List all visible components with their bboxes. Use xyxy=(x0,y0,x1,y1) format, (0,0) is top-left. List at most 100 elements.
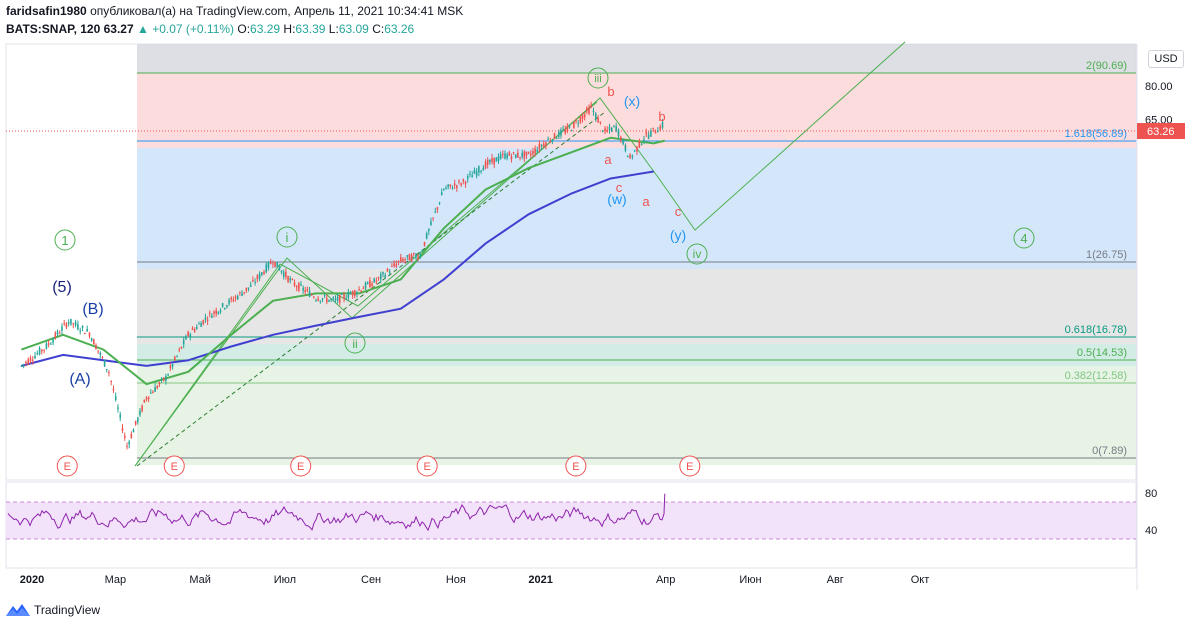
candle-body xyxy=(659,126,661,130)
candle-body xyxy=(258,273,261,279)
candle-body xyxy=(453,183,456,186)
wave-label-5: (5) xyxy=(52,279,72,296)
candle-body xyxy=(119,414,122,418)
candle-body xyxy=(447,184,449,187)
candle-body xyxy=(215,310,217,314)
candle-body xyxy=(415,255,417,258)
author-name[interactable]: faridsafin1980 xyxy=(6,4,87,18)
fib-label-2: 1(26.75) xyxy=(1086,249,1127,261)
candle-body xyxy=(228,299,230,304)
close-label: C: xyxy=(372,22,385,36)
price-candles xyxy=(20,101,664,450)
earnings-marker[interactable] xyxy=(163,455,185,477)
candle-body xyxy=(495,157,498,162)
candle-body xyxy=(321,298,324,300)
candle-body xyxy=(79,330,82,332)
candle-body xyxy=(482,167,485,171)
candle-body xyxy=(29,357,32,362)
candle-body xyxy=(594,113,597,120)
earnings-marker[interactable] xyxy=(679,455,701,477)
earnings-marker[interactable] xyxy=(565,455,587,477)
candle-body xyxy=(402,258,404,262)
candle-body xyxy=(373,278,376,283)
candle-body xyxy=(654,132,657,134)
candle-body xyxy=(393,263,395,267)
candle-body xyxy=(377,277,380,279)
candle-body xyxy=(36,353,39,355)
candle-body xyxy=(149,392,152,394)
candle-body xyxy=(469,173,471,175)
tradingview-logo[interactable]: TradingView xyxy=(6,603,100,617)
earnings-marker[interactable] xyxy=(416,455,438,477)
candle-body xyxy=(564,129,567,133)
candle-body xyxy=(458,180,460,182)
candle-body xyxy=(606,130,609,132)
candle-body xyxy=(236,296,239,300)
candle-body xyxy=(466,176,469,179)
candle-body xyxy=(620,136,622,141)
candle-body xyxy=(261,272,263,275)
candle-body xyxy=(285,271,287,277)
candle-body xyxy=(63,322,65,324)
candle-body xyxy=(560,129,562,136)
price-chart[interactable]: 2(90.69) 1.618(56.89) 1(26.75) 0.618(16.78)… xyxy=(0,0,1200,600)
low-label: L: xyxy=(328,22,339,36)
price-change: ▲ +0.07 (+0.11%) xyxy=(136,22,235,36)
time-tick: Ноя xyxy=(446,574,466,586)
earnings-marker-label: E xyxy=(572,461,579,473)
candle-body xyxy=(638,140,641,148)
candle-body xyxy=(130,433,133,439)
candle-body xyxy=(99,352,102,355)
candle-body xyxy=(105,369,108,371)
candle-body xyxy=(440,192,443,196)
wave-circle-4 xyxy=(1013,227,1035,249)
candle-body xyxy=(97,350,99,352)
candle-body xyxy=(562,129,564,131)
candle-body xyxy=(336,296,339,301)
candle-body xyxy=(232,299,235,302)
candle-body xyxy=(570,130,573,132)
candle-body xyxy=(145,397,148,400)
candle-body xyxy=(90,338,93,341)
candle-body xyxy=(353,290,356,296)
candle-body xyxy=(143,399,146,403)
candle-body xyxy=(223,308,226,310)
candle-body xyxy=(421,250,424,252)
candle-body xyxy=(86,328,88,332)
candle-body xyxy=(341,293,343,295)
time-tick: Июн xyxy=(739,574,761,586)
candle-body xyxy=(650,130,652,137)
fib-label-4: 0.5(14.53) xyxy=(1077,347,1127,359)
earnings-marker[interactable] xyxy=(56,455,78,477)
time-axis[interactable]: 2020 Мар Май Июл Сен Ноя 2021 Апр Июн Авг Окт xyxy=(20,574,930,586)
earnings-marker-label: E xyxy=(171,461,178,473)
candle-body xyxy=(70,318,72,325)
candle-body xyxy=(154,386,156,392)
earnings-marker[interactable] xyxy=(290,455,312,477)
candle-body xyxy=(252,279,254,282)
candle-body xyxy=(162,377,165,381)
candle-body xyxy=(195,326,198,329)
candle-body xyxy=(326,298,328,303)
candle-body xyxy=(332,297,335,299)
candle-body xyxy=(406,255,409,257)
candle-body xyxy=(334,298,337,301)
wave-circle-iii xyxy=(587,67,609,89)
candle-body xyxy=(178,349,181,351)
wave-circle-iv xyxy=(686,243,708,265)
candle-body xyxy=(633,150,636,152)
candle-body xyxy=(351,290,354,296)
candle-body xyxy=(601,130,604,132)
candle-body xyxy=(419,254,422,257)
symbol-label[interactable]: BATS:SNAP, 120 xyxy=(6,22,101,36)
candle-body xyxy=(624,145,627,151)
candle-body xyxy=(529,153,532,156)
candle-body xyxy=(375,280,378,282)
earnings-marker-label: E xyxy=(424,461,431,473)
earnings-marker-label: E xyxy=(297,461,304,473)
currency-button[interactable]: USD xyxy=(1148,50,1184,68)
candle-body xyxy=(34,355,36,359)
candle-body xyxy=(534,148,536,154)
candle-body xyxy=(191,328,194,330)
